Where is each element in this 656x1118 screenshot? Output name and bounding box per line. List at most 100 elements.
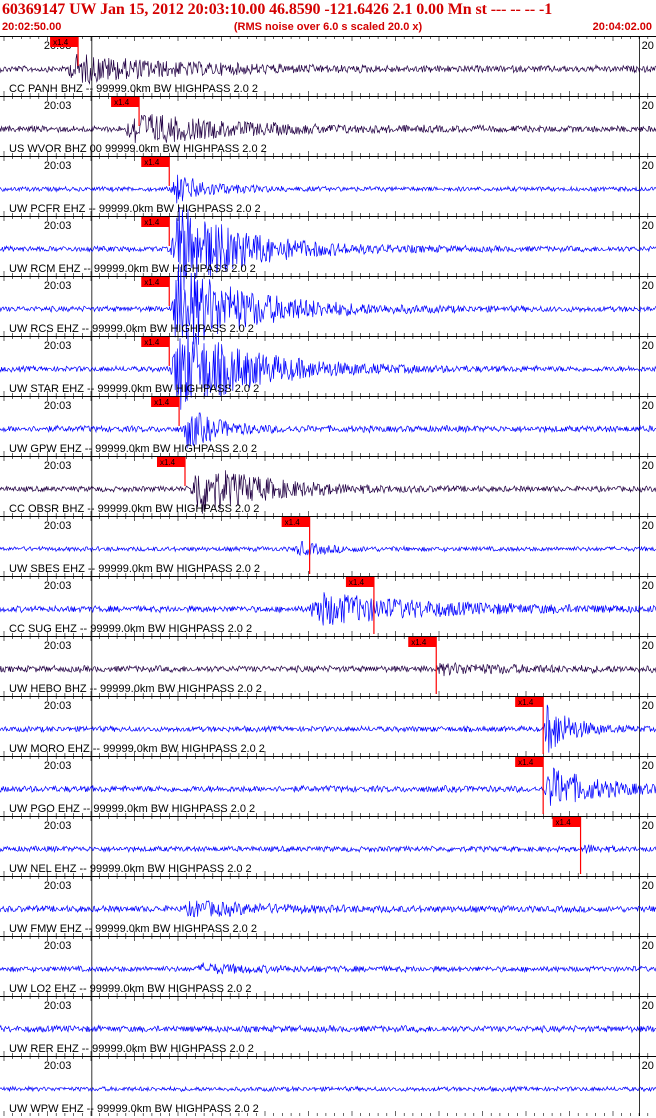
trace-row: 20:03 20 x1.4 UW RCS EHZ -- 99999.0km BW HI… — [0, 264, 656, 345]
minute-label: 20:03 — [44, 160, 72, 172]
pick-flag — [141, 157, 170, 167]
minute-label: 20:03 — [44, 820, 72, 832]
pick-label: x1.4 — [160, 458, 176, 467]
trace-row: 20:03 20 x1.4 CC OBSR BHZ -- 99999.0km BW H… — [0, 456, 656, 516]
waveform — [0, 661, 656, 677]
trace-row: 20:03 20 x1.4 CC SUG EHZ -- 99999.0km BW HI… — [0, 576, 656, 636]
minute-label-right: 20 — [642, 460, 654, 472]
minute-label-right: 20 — [642, 520, 654, 532]
pick-label: x1.4 — [144, 338, 160, 347]
channel-label: UW GPW EHZ -- 99999.0km BW HIGHPASS 2.0 … — [9, 443, 257, 455]
pick-label: x1.4 — [154, 398, 170, 407]
waveform — [0, 962, 656, 975]
noise-note: (RMS noise over 6.0 s scaled 20.0 x) — [233, 21, 423, 33]
minute-label: 20:03 — [44, 280, 72, 292]
waveform — [0, 329, 656, 410]
pick-label: x1.4 — [144, 158, 160, 167]
seismogram-panel: 20:03 20 x1.4 CC PANH BHZ -- 99999.0km BW H… — [0, 36, 656, 1116]
pick-flag — [345, 577, 374, 587]
pick-flag — [50, 37, 79, 47]
pick-flag — [515, 697, 544, 707]
minute-label-right: 20 — [642, 700, 654, 712]
trace-row: 20:03 20 x1.4 UW MORO EHZ -- 99999.0km BW H… — [0, 696, 656, 756]
channel-label: UW LO2 EHZ -- 99999.0km BW HIGHPASS 2.0 … — [9, 983, 251, 995]
channel-label: UW RER EHZ -- 99999.0km BW HIGHPASS 2.0 … — [9, 1043, 254, 1055]
channel-label: UW PCFR EHZ -- 99999.0km BW HIGHPASS 2.0… — [9, 203, 261, 215]
pick-label: x1.4 — [518, 698, 534, 707]
pick-label: x1.4 — [144, 218, 160, 227]
minute-label-right: 20 — [642, 880, 654, 892]
minute-label: 20:03 — [44, 1000, 72, 1012]
minute-label-right: 20 — [642, 280, 654, 292]
channel-label: UW HEBO BHZ -- 99999.0km BW HIGHPASS 2.0… — [9, 683, 262, 695]
trace-row: 20:03 20 x1.4 UW GPW EHZ -- 99999.0km BW HI… — [0, 396, 656, 456]
minute-label: 20:03 — [44, 640, 72, 652]
minute-label-right: 20 — [642, 100, 654, 112]
trace-row: 20:03 20 x1.4 UW NEL EHZ -- 99999.0km BW HI… — [0, 816, 656, 876]
pick-label: x1.4 — [518, 758, 534, 767]
waveform — [0, 767, 656, 806]
channel-label: CC SUG EHZ -- 99999.0km BW HIGHPASS 2.0 … — [9, 623, 252, 635]
pick-flag — [515, 757, 544, 767]
channel-label: UW STAR EHZ -- 99999.0km BW HIGHPASS 2.0… — [9, 383, 259, 395]
pick-flag — [111, 97, 140, 107]
minute-label-right: 20 — [642, 340, 654, 352]
channel-label: UW PGO EHZ -- 99999.0km BW HIGHPASS 2.0 … — [9, 803, 255, 815]
pick-label: x1.4 — [556, 818, 572, 827]
waveform — [0, 114, 656, 144]
pick-flag — [281, 517, 310, 527]
channel-label: UW MORO EHZ -- 99999.0km BW HIGHPASS 2.0… — [9, 743, 265, 755]
channel-label: UW NEL EHZ -- 99999.0km BW HIGHPASS 2.0 … — [9, 863, 252, 875]
waveform — [0, 53, 656, 85]
trace-row: 20:03 20 x1.4 UW SBES EHZ -- 99999.0km BW H… — [0, 516, 656, 576]
minute-label-right: 20 — [642, 580, 654, 592]
pick-flag — [141, 277, 170, 287]
channel-label: UW RCS EHZ -- 99999.0km BW HIGHPASS 2.0 … — [9, 323, 254, 335]
pick-label: x1.4 — [349, 578, 365, 587]
trace-row: 20:03 20 x1.4 UW HEBO BHZ -- 99999.0km BW H… — [0, 636, 656, 696]
minute-label-right: 20 — [642, 640, 654, 652]
end-time: 20:04:02.00 — [592, 21, 652, 33]
minute-label-right: 20 — [642, 940, 654, 952]
waveform — [0, 206, 656, 291]
waveform — [0, 900, 656, 918]
pick-label: x1.4 — [285, 518, 301, 527]
pick-flag — [156, 457, 185, 467]
trace-row: 20:03 20 x1.4 UW PCFR EHZ -- 99999.0km BW H… — [0, 156, 656, 216]
channel-label: CC OBSR BHZ -- 99999.0km BW HIGHPASS 2.0… — [9, 503, 259, 515]
trace-row: 20:03 20 x1.4 UW RCM EHZ -- 99999.0km BW HI… — [0, 206, 656, 291]
waveform — [0, 470, 656, 514]
pick-flag — [141, 337, 170, 347]
pick-label: x1.4 — [53, 38, 69, 47]
minute-label: 20:03 — [44, 580, 72, 592]
trace-row: 20:03 20 UW RER EHZ -- 99999.0km BW HIGHPA… — [0, 996, 656, 1056]
pick-label: x1.4 — [411, 638, 427, 647]
start-time: 20:02:50.00 — [2, 21, 62, 33]
pick-flag — [141, 217, 170, 227]
channel-label: US WVOR BHZ 00 99999.0km BW HIGHPASS 2.0… — [9, 143, 267, 155]
minute-label: 20:03 — [44, 520, 72, 532]
pick-flag — [151, 397, 180, 407]
waveform — [0, 540, 656, 558]
pick-label: x1.4 — [114, 98, 130, 107]
minute-label-right: 20 — [642, 760, 654, 772]
pick-label: x1.4 — [144, 278, 160, 287]
minute-label: 20:03 — [44, 1060, 72, 1072]
trace-row: 20:03 20 UW WPW EHZ -- 99999.0km BW HIGHPA… — [0, 1056, 656, 1116]
minute-label-right: 20 — [642, 820, 654, 832]
trace-row: 20:03 20 x1.4 US WVOR BHZ 00 99999.0km BW H… — [0, 96, 656, 156]
channel-label: UW RCM EHZ -- 99999.0km BW HIGHPASS 2.0 … — [9, 263, 256, 275]
waveform — [0, 1085, 656, 1093]
waveform — [0, 1024, 656, 1034]
trace-row: 20:03 20 UW LO2 EHZ -- 99999.0km BW HIGHPA… — [0, 936, 656, 996]
minute-label-right: 20 — [642, 40, 654, 52]
waveform — [0, 592, 656, 626]
minute-label: 20:03 — [44, 340, 72, 352]
event-title: 60369147 UW Jan 15, 2012 20:03:10.00 46.… — [2, 1, 553, 18]
minute-label: 20:03 — [44, 940, 72, 952]
minute-label: 20:03 — [44, 700, 72, 712]
trace-row: 20:03 20 x1.4 UW PGO EHZ -- 99999.0km BW HI… — [0, 756, 656, 816]
trace-row: 20:03 20 x1.4 UW STAR EHZ -- 99999.0km BW H… — [0, 329, 656, 410]
waveform — [0, 704, 656, 753]
